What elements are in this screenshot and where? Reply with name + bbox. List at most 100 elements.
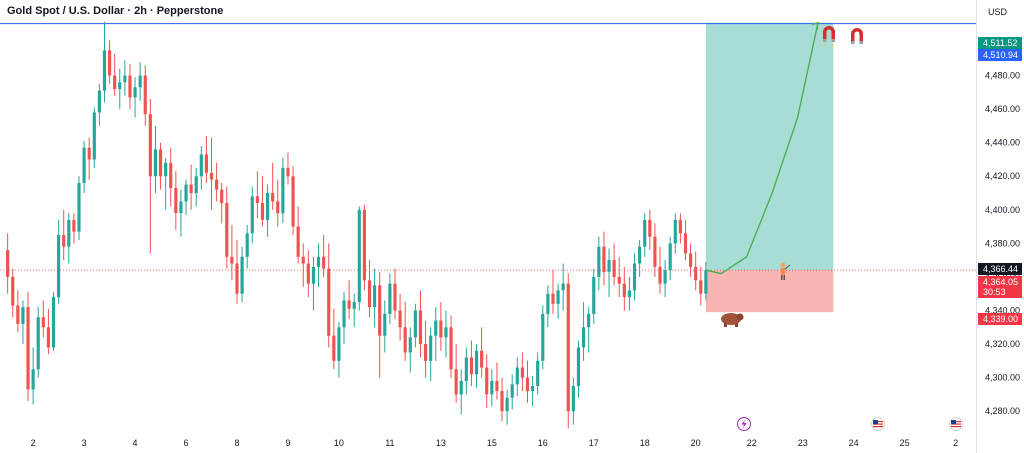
candle[interactable] [627, 276, 632, 311]
candle[interactable] [571, 377, 575, 425]
forecast-arrow[interactable] [705, 22, 819, 275]
candle[interactable] [296, 206, 300, 264]
candle[interactable] [576, 340, 581, 398]
candle[interactable] [26, 292, 30, 402]
candle[interactable] [485, 354, 489, 408]
candle[interactable] [490, 369, 494, 407]
candle[interactable] [235, 240, 239, 304]
candle[interactable] [561, 263, 565, 311]
target-zone[interactable] [705, 22, 834, 271]
candle[interactable] [352, 293, 356, 328]
candle[interactable] [276, 179, 280, 227]
candle[interactable] [169, 147, 173, 207]
candle[interactable] [291, 166, 295, 235]
price-axis[interactable]: 4,280.004,300.004,320.004,340.004,360.00… [985, 37, 1020, 416]
candle[interactable] [587, 307, 591, 353]
candle[interactable] [209, 137, 214, 210]
candle[interactable] [215, 162, 219, 202]
candle[interactable] [566, 273, 570, 428]
candle[interactable] [653, 223, 657, 277]
candle[interactable] [184, 179, 188, 215]
candle[interactable] [531, 375, 535, 407]
candle[interactable] [469, 340, 474, 387]
candle[interactable] [398, 293, 402, 341]
candle[interactable] [617, 256, 621, 298]
candle[interactable] [113, 53, 117, 96]
candle[interactable] [449, 315, 453, 378]
lightning-icon[interactable] [737, 417, 751, 431]
candle[interactable] [148, 99, 152, 254]
currency-label[interactable]: USD [988, 7, 1008, 17]
candle[interactable] [663, 260, 667, 298]
candle[interactable] [271, 162, 275, 210]
candle[interactable] [367, 260, 372, 318]
candle[interactable] [250, 186, 254, 244]
candle[interactable] [515, 357, 519, 397]
candle[interactable] [541, 305, 545, 370]
candle[interactable] [393, 268, 397, 319]
candle[interactable] [240, 246, 244, 303]
candle[interactable] [189, 164, 193, 210]
candle[interactable] [638, 240, 642, 277]
us-flag-icon[interactable] [871, 417, 885, 431]
candle[interactable] [520, 352, 524, 392]
candle[interactable] [434, 307, 438, 361]
stop-zone[interactable] [705, 270, 834, 313]
candle[interactable] [62, 209, 66, 261]
candle[interactable] [546, 285, 550, 328]
candle[interactable] [245, 224, 249, 269]
candle[interactable] [158, 142, 163, 190]
candle[interactable] [551, 270, 555, 314]
time-axis[interactable]: 2 3 4 6 8 9 10 11 13 15 16 17 18 20 22 23 24 25 2 [31, 438, 959, 448]
candle[interactable] [118, 68, 122, 110]
candle[interactable] [510, 374, 514, 410]
candle[interactable] [281, 157, 285, 224]
candle[interactable] [480, 327, 484, 378]
candle[interactable] [408, 327, 412, 373]
candle[interactable] [255, 171, 259, 219]
candle[interactable] [46, 308, 50, 355]
candle[interactable] [342, 292, 346, 345]
candle[interactable] [505, 389, 509, 425]
candle[interactable] [581, 302, 586, 361]
candle[interactable] [225, 186, 229, 269]
candle[interactable] [67, 213, 71, 264]
candle[interactable] [164, 157, 168, 210]
candle[interactable] [704, 261, 708, 301]
candle[interactable] [82, 140, 86, 194]
candle[interactable] [194, 167, 198, 207]
candle[interactable] [301, 243, 305, 288]
candle[interactable] [92, 107, 96, 168]
candle[interactable] [403, 302, 407, 361]
candle[interactable] [373, 268, 377, 328]
candle[interactable] [388, 273, 392, 324]
candle[interactable] [36, 307, 40, 378]
candle[interactable] [683, 219, 688, 261]
candle[interactable] [474, 344, 479, 388]
candle[interactable] [260, 176, 265, 227]
candle[interactable] [41, 300, 45, 338]
candle[interactable] [556, 283, 560, 319]
candle[interactable] [536, 352, 540, 395]
candle[interactable] [77, 176, 81, 241]
candle[interactable] [199, 146, 203, 190]
candle[interactable] [454, 344, 458, 403]
candle[interactable] [362, 204, 366, 291]
candle[interactable] [439, 302, 443, 351]
candle[interactable] [138, 62, 142, 101]
candle[interactable] [306, 250, 310, 298]
candle[interactable] [87, 137, 91, 180]
candle[interactable] [322, 234, 326, 277]
candle[interactable] [6, 233, 10, 294]
candle[interactable] [11, 268, 15, 318]
candle[interactable] [311, 256, 316, 311]
us-flag-icon[interactable] [949, 417, 963, 431]
candle[interactable] [694, 251, 698, 291]
candle[interactable] [607, 248, 611, 298]
candle[interactable] [464, 347, 468, 395]
candle[interactable] [97, 83, 101, 126]
candle[interactable] [347, 280, 351, 319]
candle[interactable] [102, 21, 107, 103]
candle[interactable] [689, 243, 693, 277]
candle[interactable] [495, 362, 499, 400]
